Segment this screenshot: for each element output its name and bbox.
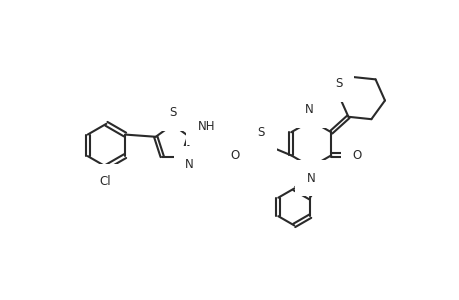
Text: Cl: Cl [100, 176, 111, 188]
Text: O: O [230, 149, 239, 162]
Text: N: N [305, 103, 313, 116]
Text: NH: NH [198, 120, 215, 134]
Text: N: N [306, 172, 315, 184]
Text: O: O [352, 149, 361, 162]
Text: S: S [257, 126, 264, 139]
Text: S: S [168, 106, 176, 119]
Text: S: S [335, 77, 342, 90]
Text: N: N [185, 158, 194, 171]
